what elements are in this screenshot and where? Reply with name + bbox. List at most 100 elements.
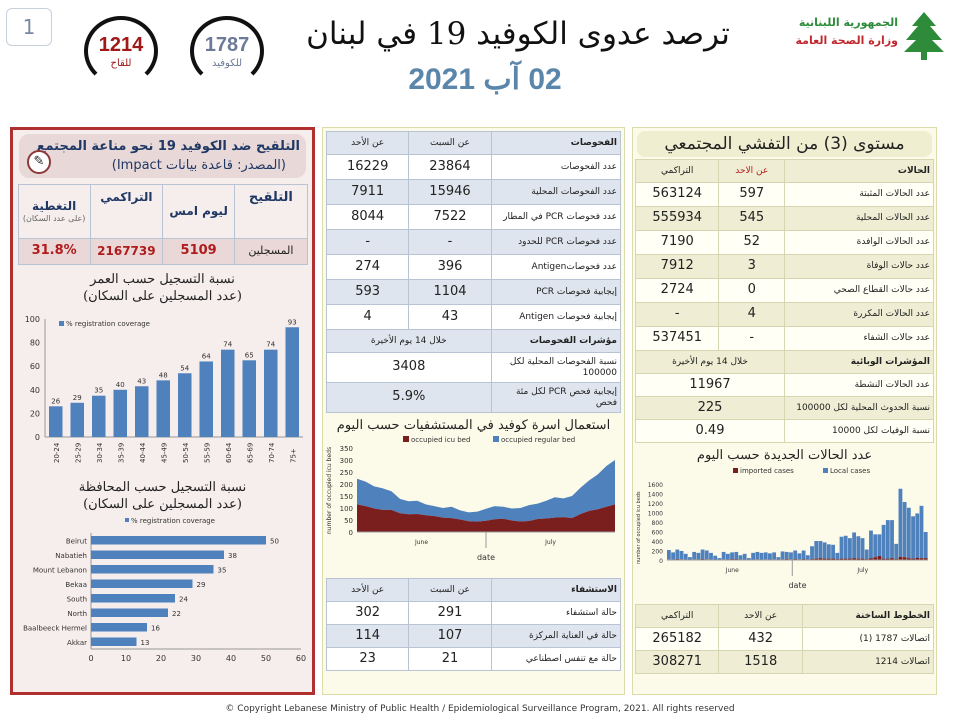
local-bar: [717, 558, 722, 560]
column-header: التراكمي: [634, 604, 720, 628]
y-tick-label: 250: [340, 469, 353, 477]
x-axis-label: date: [788, 581, 806, 590]
local-bar: [831, 544, 835, 559]
x-tick-label: 0: [88, 654, 93, 663]
saturday-value: 291: [408, 601, 492, 625]
x-tick-label: 45-49: [160, 443, 168, 463]
header-vaccination: التلقيح: [234, 184, 308, 239]
column-header: التراكمي: [634, 159, 720, 183]
headset-icon: [190, 16, 264, 86]
copyright-footer: © Copyright Lebanese Ministry of Public …: [225, 704, 735, 714]
indicators-label: مؤشرات الفحوصات: [490, 329, 622, 353]
x-tick-label: 70-74: [268, 442, 276, 463]
local-bar: [869, 530, 873, 559]
bar: [70, 402, 84, 437]
local-bar: [890, 520, 894, 559]
table-row: حالة مع تنفس اصطناعي 21 23: [325, 647, 622, 671]
legend-swatch: [493, 436, 499, 442]
local-bar: [810, 546, 814, 560]
local-bar: [801, 550, 806, 560]
month-label: July: [544, 539, 556, 546]
table-row: حالة استشفاء 291 302: [325, 601, 622, 625]
saturday-value: 15946: [408, 179, 492, 205]
legend-label: occupied regular bed: [501, 436, 575, 444]
cumulative-value: 563124: [634, 182, 720, 207]
x-tick-label: 10: [121, 654, 131, 663]
daily-value: 597: [718, 182, 785, 207]
table-header: الاستشفاء عن السبت عن الأحد: [325, 578, 622, 602]
x-tick-label: 60: [296, 654, 306, 663]
month-label: July: [856, 567, 868, 574]
imported-bar: [873, 557, 878, 560]
imported-bar: [877, 555, 882, 560]
data-label: 48: [159, 371, 168, 379]
table-row: اتصالات 1214 1518 308271: [634, 650, 935, 674]
age-registration-chart: 0 20 40 60 80 100 % registration coverage 26 20-…: [25, 315, 303, 463]
local-bar: [873, 534, 878, 558]
saturday-value: 23864: [408, 154, 492, 180]
row-label: عدد الفحوصات المحلية: [490, 179, 622, 205]
bar: [91, 594, 175, 603]
local-bar: [713, 555, 718, 560]
imported-bar: [906, 558, 911, 560]
x-tick-label: 30-34: [96, 442, 104, 463]
row-label: عدد الفحوصات: [490, 154, 622, 180]
column-header: الخطوط الساخنة: [801, 604, 935, 628]
daily-value: 52: [718, 230, 785, 255]
local-bar: [839, 536, 844, 559]
row-label: اتصالات 1787 (1): [801, 627, 935, 651]
x-tick-label: 35-39: [117, 443, 125, 463]
cumulative-value: 265182: [634, 627, 720, 651]
local-bar: [776, 557, 781, 560]
hospitalization-table: الاستشفاء عن السبت عن الأحد حالة استشفاء 291…: [325, 578, 622, 671]
data-label: 22: [172, 610, 181, 618]
hotline-1787-badge: 1787 للكوفيد: [184, 12, 270, 92]
local-bar: [852, 532, 857, 559]
indicator-row: نسبة الوفيات لكل 10000 0.49: [635, 419, 934, 443]
gov-chart-subtitle: (عدد المسجلين على السكان): [83, 497, 242, 512]
indicators-header: مؤشرات الفحوصات خلال 14 يوم الأخيرة: [326, 329, 622, 353]
local-bar: [911, 516, 915, 559]
coverage-note: (على عدد السكان): [22, 213, 86, 223]
saturday-value: -: [408, 229, 492, 255]
hotline-label: للكوفيد: [211, 58, 243, 69]
cumulative-value: 7912: [634, 254, 720, 279]
cumulative-value: 555934: [634, 206, 720, 231]
row-label: إيجابية فحوصات Antigen: [490, 304, 622, 330]
local-bar: [704, 550, 709, 560]
logo-line-1: الجمهورية اللبنانية: [798, 16, 898, 29]
bar: [242, 360, 256, 437]
imported-bar: [826, 558, 831, 560]
indicators-period: خلال 14 يوم الأخيرة: [635, 350, 785, 374]
y-tick-label: 100: [25, 315, 40, 324]
local-bar: [759, 552, 764, 560]
local-bar: [898, 488, 903, 557]
imported-bar: [814, 558, 819, 560]
row-label: إيجابية فحوصات PCR: [490, 279, 622, 305]
y-tick-label: 200: [652, 549, 664, 556]
row-label: عدد فحوصات PCR في المطار: [490, 204, 622, 230]
data-label: 24: [179, 595, 188, 603]
y-tick-label: Akkar: [67, 639, 87, 647]
local-bar: [843, 535, 848, 559]
row-label: عدد حالات الشفاء: [784, 326, 934, 351]
saturday-value: 396: [408, 254, 492, 280]
local-bar: [915, 513, 920, 558]
data-label: 38: [228, 552, 237, 560]
daily-value: 545: [718, 206, 785, 231]
governorate-registration-chart: % registration coverage 0 10 20 30 40 50 60 Beir…: [23, 517, 306, 663]
y-tick-label: 400: [652, 539, 664, 546]
data-label: 16: [151, 624, 160, 632]
saturday-value: 107: [408, 624, 492, 648]
new-cases-chart: 0 200 400 600 800 1000 1200 1400 1600 imported ca…: [636, 467, 928, 590]
y-axis-label: number of occupied icu beds: [326, 447, 333, 534]
bar: [113, 389, 127, 437]
column-header: عن الأحد: [325, 578, 410, 602]
y-tick-label: North: [67, 610, 87, 618]
coverage-label: التغطية: [32, 199, 77, 213]
daily-value: 4: [718, 302, 785, 327]
bar: [92, 395, 106, 437]
sunday-value: 16229: [325, 154, 410, 180]
indicator-label: عدد الحالات النشطة: [784, 373, 934, 397]
local-bar: [768, 553, 772, 560]
